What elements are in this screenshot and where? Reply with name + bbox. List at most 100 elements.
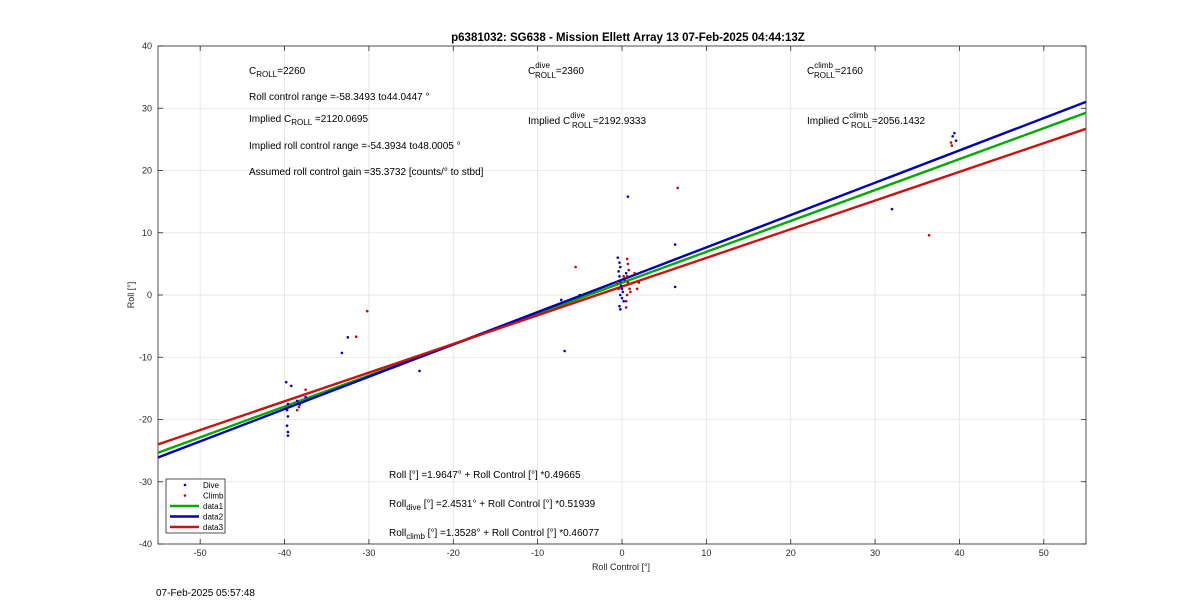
point-dive [620,287,624,291]
y-axis-label: Roll [°] [126,282,136,309]
point-dive [673,285,677,289]
point-climb [304,388,307,391]
point-dive [298,403,302,406]
legend-marker-dive [183,483,187,487]
point-dive [563,349,566,353]
point-dive [286,430,290,434]
point-dive [559,298,563,302]
annotation-c-roll-dive: Cdive ROLL=2360 [528,61,584,80]
y-tick-label: 20 [142,166,152,176]
y-tick-labels: -40 -30 -20 -10 0 10 20 30 40 [139,41,152,549]
annotation-c-roll-climb: Cclimb ROLL=2160 [807,61,863,80]
y-tick-label: 0 [147,290,152,300]
point-climb [625,293,629,297]
point-climb [628,287,631,291]
point-dive [621,290,625,294]
point-dive [578,293,582,297]
point-dive [618,261,621,264]
y-tick-label: -40 [139,539,152,549]
point-dive [617,270,620,273]
x-tick-label: 10 [701,548,711,558]
point-climb [637,281,641,284]
point-climb [297,405,301,409]
annotation-fit-all: Roll [°] =1.9647° + Roll Control [°] *0.… [389,470,581,481]
point-dive [346,336,350,339]
point-climb [949,141,953,144]
point-climb [295,408,299,412]
legend-label: data1 [203,502,224,511]
annotation-c-roll: CROLL=2260 [249,66,306,79]
y-tick-label: -10 [139,352,152,362]
point-dive [619,265,622,269]
point-dive [619,284,623,287]
y-tick-label: 30 [142,103,152,113]
legend-label: data3 [203,523,224,532]
point-dive [953,131,956,135]
point-dive [284,380,288,384]
annotation-gain: Assumed roll control gain =35.3732 [coun… [249,167,484,178]
point-climb [635,287,639,291]
x-tick-label: 40 [954,548,964,558]
point-climb [629,290,632,294]
point-dive [616,256,620,259]
point-dive [304,395,307,399]
point-climb [365,309,369,313]
fit-line-data2 [157,100,1087,459]
point-dive [623,278,626,281]
x-tick-label: 20 [786,548,796,558]
point-climb [624,306,628,309]
point-dive [618,304,621,308]
legend-label: data2 [203,513,224,522]
point-climb [624,299,628,303]
legend-label: Dive [203,481,220,490]
point-climb [626,281,630,284]
point-dive [301,400,305,404]
point-dive [286,415,290,418]
footer-timestamp: 07-Feb-2025 05:57:48 [156,588,255,599]
x-axis-label: Roll Control [°] [592,562,650,572]
point-dive [289,384,293,388]
x-tick-labels: -50 -40 -30 -20 -10 0 10 20 30 40 50 [194,548,1049,558]
point-dive [624,271,628,275]
point-dive [673,243,677,246]
x-tick-label: -40 [278,548,291,558]
point-dive [618,275,621,278]
y-tick-label: 10 [142,228,152,238]
annotation-implied-range: Implied roll control range =-54.3934 to4… [249,141,461,152]
point-climb [617,287,620,291]
point-climb [676,186,679,190]
point-dive [285,408,289,412]
x-tick-label: -10 [531,548,544,558]
point-dive [418,369,421,373]
legend-label: Climb [203,492,224,501]
point-dive [619,280,622,283]
point-climb [950,144,954,147]
annotation-fit-climb: Rollclimb [°] =1.3528° + Roll Control [°… [389,528,600,541]
point-dive [626,195,630,198]
y-tick-label: -20 [139,415,152,425]
point-dive [619,293,622,297]
point-dive [622,299,625,303]
point-dive [620,296,624,300]
fit-line-data1 [157,111,1087,454]
point-climb [626,262,630,266]
point-climb [627,268,631,272]
point-dive [954,139,958,142]
point-dive [890,207,894,211]
axes [157,45,1087,545]
point-climb [625,275,629,278]
annotation-roll-range: Roll control range =-58.3493 to44.0447 ° [249,92,430,103]
point-dive [285,424,289,428]
point-climb [633,271,636,275]
point-dive [340,351,344,355]
point-dive [951,134,955,138]
y-tick-label: 40 [142,41,152,51]
x-tick-label: 0 [619,548,624,558]
point-climb [625,257,629,261]
x-tick-label: -50 [194,548,207,558]
point-climb [574,265,577,269]
annotation-implied-c-roll-climb: Implied Cclimb ROLL=2056.1432 [807,111,925,130]
scatter-points [284,131,958,437]
